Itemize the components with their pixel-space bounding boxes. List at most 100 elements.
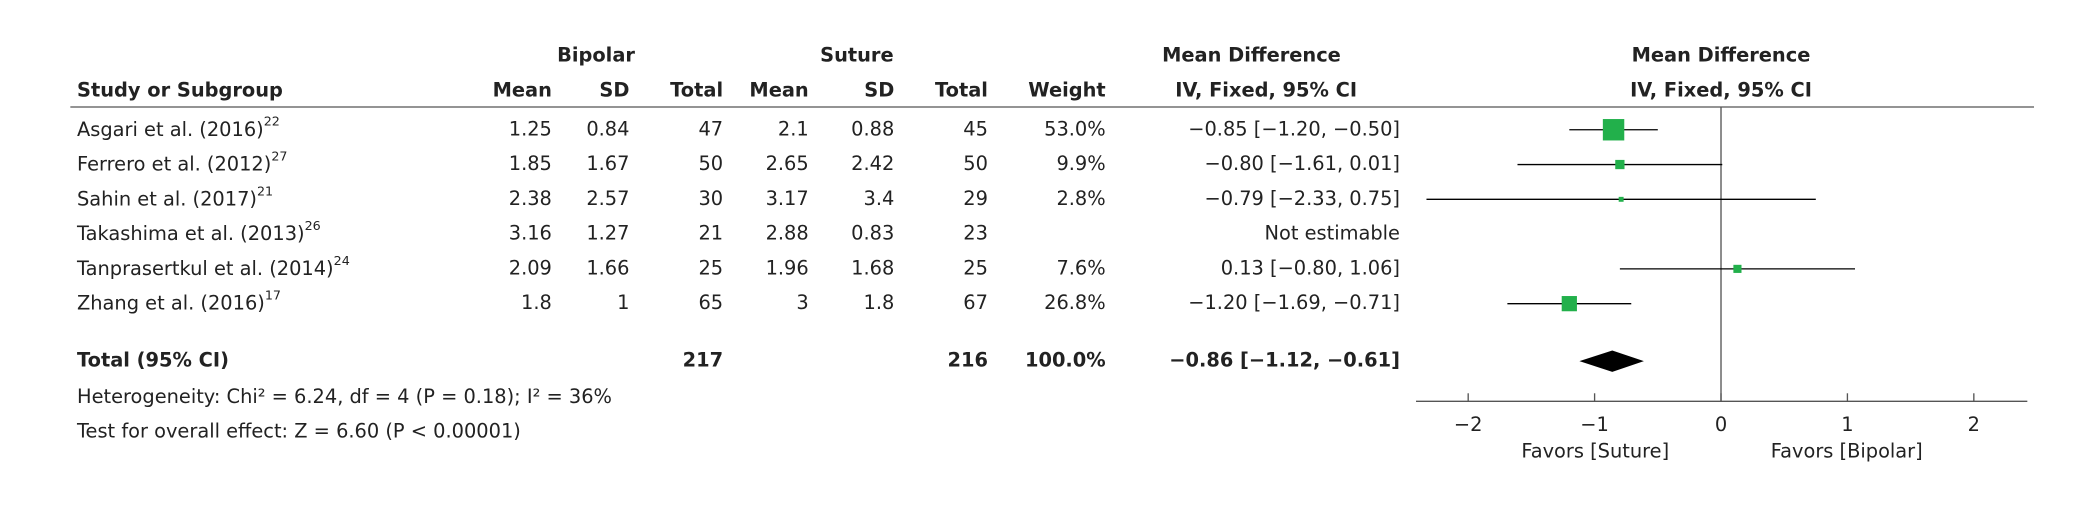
study-name: Tanprasertkul et al. (2014)24 <box>76 252 350 279</box>
table-cell: 1.85 <box>509 152 552 175</box>
table-cell: 1.66 <box>586 256 629 279</box>
x-axis-label: Favors [Bipolar] <box>1771 440 1923 463</box>
x-axis-label: Favors [Suture] <box>1521 440 1669 463</box>
summary-diamond <box>1579 350 1644 372</box>
table-cell: 65 <box>698 291 723 314</box>
x-tick-label: −1 <box>1580 413 1609 436</box>
table-cell: 25 <box>963 256 988 279</box>
x-tick-label: −2 <box>1454 413 1483 436</box>
column-header: Study or Subgroup <box>77 78 283 101</box>
study-name: Asgari et al. (2016)22 <box>77 113 280 140</box>
table-cell: 1.25 <box>509 117 552 140</box>
table-cell: 29 <box>963 187 988 210</box>
table-cell: 0.88 <box>851 117 894 140</box>
study-name: Zhang et al. (2016)17 <box>77 287 281 314</box>
table-cell: 2.42 <box>851 152 894 175</box>
table-cell: 50 <box>963 152 988 175</box>
weight-label: 26.8% <box>1044 291 1106 314</box>
study-reference: 21 <box>257 183 273 198</box>
table-cell: 1.67 <box>586 152 629 175</box>
table-cell: 67 <box>963 291 988 314</box>
group-header: Bipolar <box>557 44 635 67</box>
weight-label: 9.9% <box>1056 152 1105 175</box>
table-cell: 3.17 <box>766 187 809 210</box>
total-cell: 217 <box>683 349 723 372</box>
table-cell: 21 <box>698 222 723 245</box>
study-label: Zhang et al. (2016) <box>77 291 265 314</box>
table-cell: 50 <box>698 152 723 175</box>
table-cell: 1.8 <box>864 291 895 314</box>
study-reference: 26 <box>305 218 321 233</box>
study-label: Takashima et al. (2013) <box>76 222 305 245</box>
study-label: Asgari et al. (2016) <box>77 117 264 140</box>
effect-label: 0.13 [−0.80, 1.06] <box>1221 256 1400 279</box>
column-header: IV, Fixed, 95% CI <box>1630 78 1812 101</box>
table-cell: 45 <box>963 117 988 140</box>
total-label: Total (95% CI) <box>77 349 229 372</box>
effect-label: −1.20 [−1.69, −0.71] <box>1188 291 1400 314</box>
table-cell: 30 <box>698 187 723 210</box>
table-cell: 2.57 <box>586 187 629 210</box>
table-cell: 2.88 <box>766 222 809 245</box>
study-reference: 27 <box>271 148 287 163</box>
total-cell: 216 <box>948 349 988 372</box>
table-cell: 1.8 <box>521 291 552 314</box>
column-header: Total <box>670 78 723 101</box>
total-effect-label: −0.86 [−1.12, −0.61] <box>1169 349 1400 372</box>
table-cell: 1.68 <box>851 256 894 279</box>
column-header: Mean Difference <box>1162 44 1341 67</box>
table-cell: 0.83 <box>851 222 894 245</box>
table-cell: 23 <box>963 222 988 245</box>
column-header: Weight <box>1028 78 1105 101</box>
column-header: Mean <box>749 78 808 101</box>
table-cell: 25 <box>698 256 723 279</box>
table-cell: 2.1 <box>778 117 809 140</box>
column-header: Mean <box>493 78 552 101</box>
table-cell: 1.27 <box>586 222 629 245</box>
study-label: Tanprasertkul et al. (2014) <box>76 256 334 279</box>
effect-square <box>1733 264 1742 273</box>
table-cell: 1 <box>617 291 629 314</box>
column-header: SD <box>599 78 629 101</box>
table-cell: 2.38 <box>509 187 552 210</box>
column-header: IV, Fixed, 95% CI <box>1175 78 1357 101</box>
effect-square <box>1602 119 1625 141</box>
effect-square <box>1618 196 1624 202</box>
effect-label: −0.85 [−1.20, −0.50] <box>1188 117 1400 140</box>
table-cell: 0.84 <box>586 117 629 140</box>
study-reference: 24 <box>334 252 350 267</box>
study-label: Sahin et al. (2017) <box>77 187 257 210</box>
weight-label: 53.0% <box>1044 117 1106 140</box>
table-cell: 2.65 <box>766 152 809 175</box>
weight-label: 7.6% <box>1056 256 1105 279</box>
table-cell: 3.4 <box>864 187 895 210</box>
study-label: Ferrero et al. (2012) <box>77 152 271 175</box>
study-name: Takashima et al. (2013)26 <box>76 218 321 245</box>
column-header: Total <box>935 78 988 101</box>
weight-label: 2.8% <box>1056 187 1105 210</box>
x-tick-label: 2 <box>1968 413 1980 436</box>
study-reference: 22 <box>264 113 280 128</box>
study-reference: 17 <box>265 287 281 302</box>
heterogeneity: Heterogeneity: Chi² = 6.24, df = 4 (P = … <box>77 385 612 408</box>
effect-label: −0.80 [−1.61, 0.01] <box>1204 152 1399 175</box>
column-header: Mean Difference <box>1632 44 1811 67</box>
table-cell: 2.09 <box>509 256 552 279</box>
table-cell: 47 <box>698 117 723 140</box>
overall-test: Test for overall effect: Z = 6.60 (P < 0… <box>76 420 521 443</box>
effect-label: −0.79 [−2.33, 0.75] <box>1204 187 1399 210</box>
study-name: Ferrero et al. (2012)27 <box>77 148 287 175</box>
table-cell: 1.96 <box>766 256 809 279</box>
effect-label: Not estimable <box>1265 222 1400 245</box>
column-header: SD <box>864 78 894 101</box>
x-tick-label: 0 <box>1715 413 1727 436</box>
group-header: Suture <box>820 44 894 67</box>
effect-square <box>1561 296 1577 312</box>
table-cell: 3 <box>796 291 808 314</box>
effect-square <box>1615 159 1625 170</box>
table-cell: 3.16 <box>509 222 552 245</box>
total-weight: 100.0% <box>1025 349 1106 372</box>
x-tick-label: 1 <box>1841 413 1853 436</box>
